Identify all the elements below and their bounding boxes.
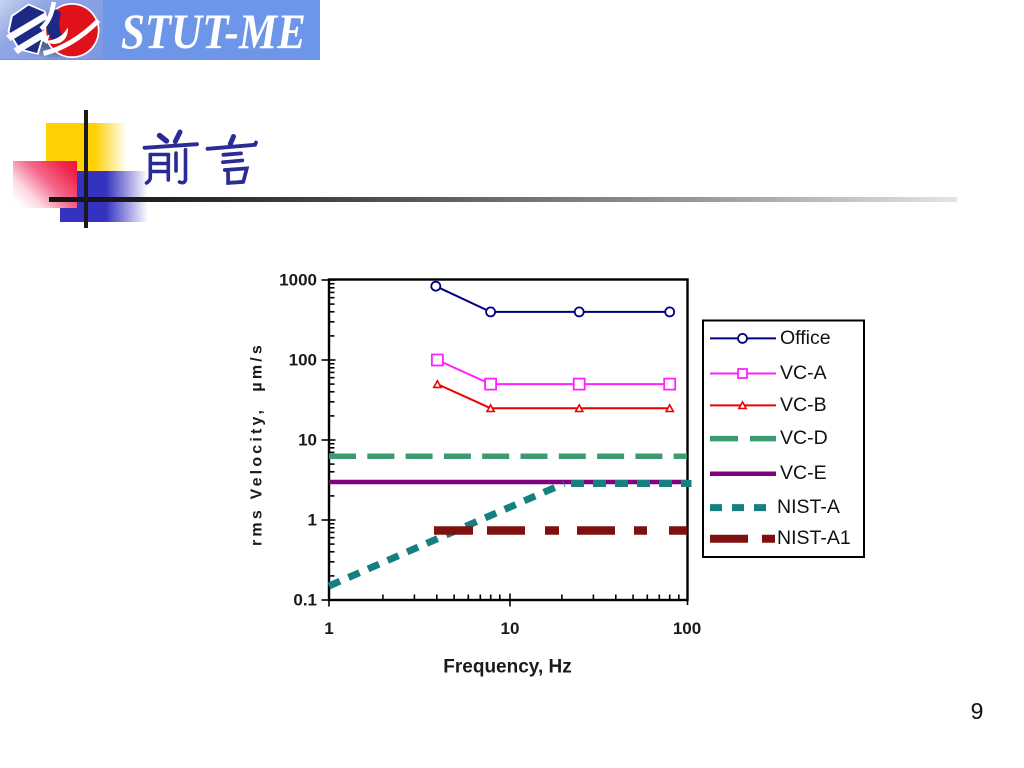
svg-text:Frequency, Hz: Frequency, Hz bbox=[443, 657, 571, 678]
svg-text:10: 10 bbox=[501, 619, 520, 638]
svg-text:NIST-A1: NIST-A1 bbox=[777, 527, 851, 549]
svg-text:1: 1 bbox=[308, 511, 317, 530]
svg-text:1000: 1000 bbox=[279, 271, 317, 290]
svg-text:VC-B: VC-B bbox=[780, 394, 827, 416]
svg-text:0.1: 0.1 bbox=[293, 591, 317, 610]
svg-text:VC-E: VC-E bbox=[780, 462, 827, 484]
svg-text:1: 1 bbox=[324, 619, 333, 638]
svg-text:10: 10 bbox=[298, 431, 317, 450]
svg-text:rms Velocity, µm/s: rms Velocity, µm/s bbox=[249, 342, 266, 546]
svg-text:100: 100 bbox=[289, 351, 317, 370]
svg-text:VC-D: VC-D bbox=[780, 427, 828, 449]
svg-text:NIST-A: NIST-A bbox=[777, 496, 840, 518]
svg-text:Office: Office bbox=[780, 327, 831, 349]
svg-text:100: 100 bbox=[673, 619, 701, 638]
svg-text:VC-A: VC-A bbox=[780, 362, 827, 384]
